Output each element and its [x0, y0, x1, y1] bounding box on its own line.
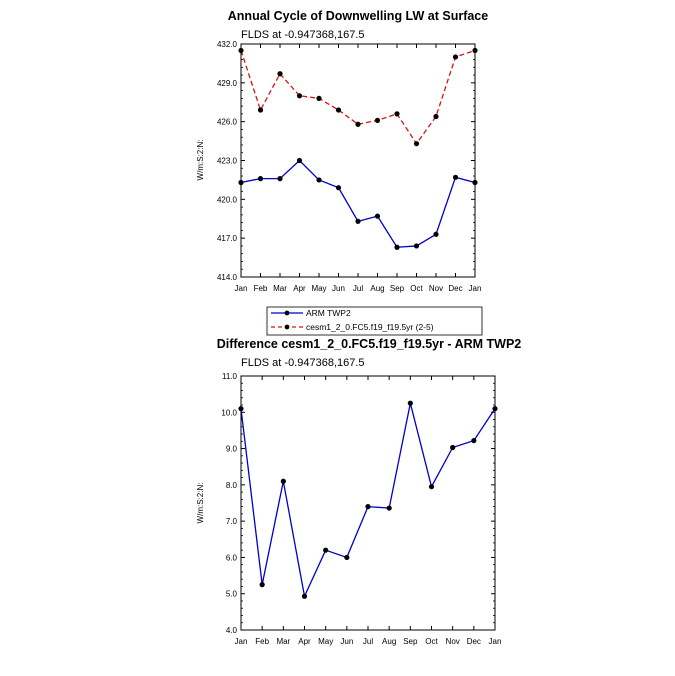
x-tick-label: Apr — [298, 637, 311, 646]
y-tick-label: 417.0 — [217, 234, 238, 243]
series-line-0 — [240, 403, 496, 599]
chart-2-series — [238, 400, 498, 599]
y-tick-label: 414.0 — [217, 273, 238, 282]
x-tick-label: Jan — [235, 284, 248, 293]
data-point — [344, 554, 350, 561]
y-tick-label: 8.0 — [226, 481, 238, 490]
data-point — [413, 141, 420, 147]
chart-1-ylabel: W/m:S:2:N: — [196, 140, 205, 181]
x-tick-label: Feb — [254, 284, 268, 293]
y-tick-label: 11.0 — [222, 372, 238, 381]
data-point — [296, 93, 303, 99]
data-point — [433, 231, 439, 237]
data-point — [452, 174, 459, 180]
legend-marker-cesm — [284, 324, 290, 330]
data-point — [301, 593, 308, 599]
y-tick-label: 429.0 — [217, 79, 238, 88]
x-tick-label: Mar — [276, 637, 290, 646]
chart-2-subtitle: FLDS at -0.947368,167.5 — [241, 357, 365, 369]
data-point — [374, 117, 381, 123]
data-point — [394, 111, 400, 117]
x-tick-label: Jun — [340, 637, 353, 646]
x-tick-label: Jan — [489, 637, 502, 646]
y-tick-label: 10.0 — [221, 408, 237, 417]
data-point — [433, 113, 439, 120]
data-point — [407, 400, 413, 406]
legend-box — [266, 306, 483, 336]
data-point — [259, 582, 265, 588]
data-point — [277, 176, 283, 182]
x-tick-label: Oct — [425, 637, 438, 646]
data-point — [386, 505, 392, 511]
y-tick-label: 4.0 — [226, 626, 238, 635]
chart-1-series — [238, 47, 478, 250]
data-point — [335, 107, 342, 113]
x-tick-label: Jan — [469, 284, 482, 293]
x-tick-label: Sep — [390, 284, 405, 293]
x-tick-label: Sep — [403, 637, 418, 646]
x-tick-label: Jun — [332, 284, 345, 293]
data-point — [277, 71, 283, 77]
chart-2-title: Difference cesm1_2_0.FC5.f19_f19.5yr - A… — [217, 337, 522, 351]
data-point — [316, 95, 322, 101]
data-point — [450, 444, 456, 451]
y-tick-label: 426.0 — [217, 118, 238, 127]
chart-1-subtitle: FLDS at -0.947368,167.5 — [241, 29, 365, 41]
data-point — [296, 157, 303, 164]
series-line-1 — [240, 49, 476, 145]
x-tick-label: Aug — [370, 284, 384, 293]
data-point — [413, 243, 420, 249]
y-tick-label: 7.0 — [226, 517, 238, 526]
data-point — [257, 107, 264, 113]
y-tick-label: 432.0 — [217, 40, 238, 49]
chart-1: Annual Cycle of Downwelling LW at Surfac… — [196, 9, 488, 293]
data-point — [374, 213, 381, 219]
chart-2: Difference cesm1_2_0.FC5.f19_f19.5yr - A… — [196, 337, 521, 646]
x-tick-label: Aug — [382, 637, 396, 646]
data-point — [257, 176, 264, 182]
y-tick-label: 5.0 — [226, 590, 238, 599]
data-point — [428, 484, 435, 490]
series-line-0 — [240, 159, 476, 248]
y-tick-label: 423.0 — [217, 157, 238, 166]
chart-1-plot-frame — [240, 43, 476, 278]
chart-2-plot-frame — [240, 375, 496, 631]
x-tick-label: Nov — [446, 637, 460, 646]
data-point — [471, 437, 477, 444]
x-tick-label: May — [311, 284, 326, 293]
x-tick-label: Dec — [467, 637, 481, 646]
data-point — [355, 121, 361, 127]
chart-1-axes — [240, 43, 476, 278]
x-tick-label: May — [318, 637, 333, 646]
legend-label-cesm: cesm1_2_0.FC5.f19_f19.5yr (2-5) — [306, 322, 434, 332]
x-tick-label: Dec — [448, 284, 462, 293]
x-tick-label: Jan — [235, 637, 248, 646]
x-tick-label: Apr — [293, 284, 306, 293]
data-point — [452, 54, 459, 60]
x-tick-label: Jul — [363, 637, 373, 646]
y-tick-label: 6.0 — [226, 553, 238, 562]
data-point — [280, 478, 286, 484]
legend-label-arm: ARM TWP2 — [306, 308, 351, 318]
x-tick-label: Nov — [429, 284, 443, 293]
chart-1-legend: ARM TWP2 cesm1_2_0.FC5.f19_f19.5yr (2-5) — [266, 306, 483, 336]
legend-marker-arm — [284, 310, 290, 316]
data-point — [365, 504, 371, 510]
data-point — [316, 177, 322, 183]
y-tick-label: 9.0 — [226, 445, 238, 454]
data-point — [355, 218, 361, 224]
chart-1-tick-labels: 414.0 417.0 420.0 423.0 426.0 429.0 432.0 Jan Fe… — [217, 40, 481, 293]
chart-2-ylabel: W/m:S:2:N: — [196, 483, 205, 524]
x-tick-label: Mar — [273, 284, 287, 293]
x-tick-label: Oct — [410, 284, 423, 293]
data-point — [394, 244, 400, 250]
chart-2-tick-labels: 4.0 5.0 6.0 7.0 8.0 9.0 10.0 11.0 Jan Feb Mar Apr Ma… — [221, 372, 501, 646]
chart-1-title: Annual Cycle of Downwelling LW at Surfac… — [228, 9, 488, 23]
y-tick-label: 420.0 — [217, 195, 238, 204]
data-point — [335, 185, 342, 191]
x-tick-label: Feb — [255, 637, 269, 646]
data-point — [323, 547, 329, 553]
x-tick-label: Jul — [353, 284, 363, 293]
